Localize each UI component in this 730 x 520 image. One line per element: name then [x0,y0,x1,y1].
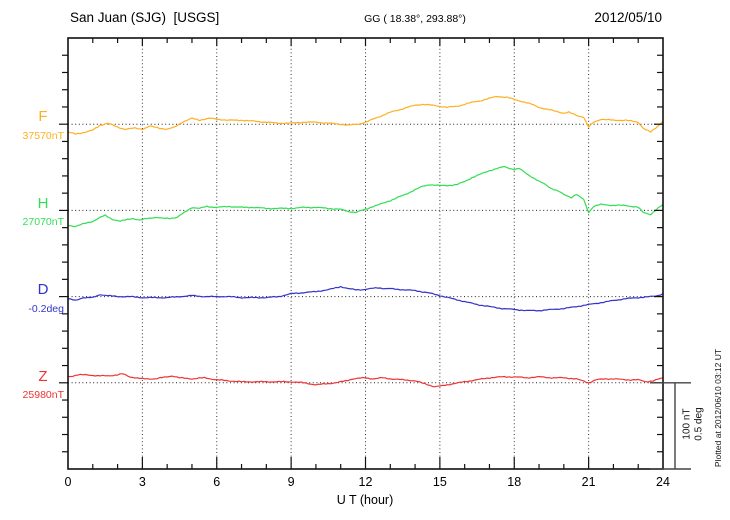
x-tick-label: 15 [432,475,447,489]
channel-f-baseline-value: 37570nT [22,130,64,142]
plot-frame [67,37,664,470]
plot-date: 2012/05/10 [594,10,662,25]
trace-f [67,95,664,135]
channel-h-label: H [37,195,49,212]
plotted-timestamp-note: Plotted at 2012/06/10 03:12 UT [713,348,723,468]
scalebar-label-nt: 100 nT [681,408,693,440]
x-tick-label: 9 [287,475,295,489]
x-tick-label: 6 [213,475,221,489]
channel-z-label: Z [38,368,48,385]
x-tick-label: 24 [656,475,670,489]
x-tick-label: 3 [138,475,146,489]
station-title: San Juan (SJG) [USGS] [70,10,220,25]
trace-z [67,373,664,388]
trace-d [67,286,664,312]
x-tick-label: 21 [581,475,596,489]
x-axis-title: U T (hour) [336,493,394,507]
x-tick-label: 18 [507,475,522,489]
scalebar-label-deg: 0.5 deg [693,407,705,441]
channel-f-label: F [38,108,48,125]
channel-z-baseline-value: 25980nT [22,389,64,401]
channel-d-baseline-value: -0.2deg [28,303,64,315]
x-tick-label: 0 [64,475,72,489]
channel-h-baseline-value: 27070nT [22,216,64,228]
x-tick-label: 12 [358,475,373,489]
trace-h [67,165,664,228]
channel-d-label: D [37,281,49,298]
geographic-coordinates: GG ( 18.38°, 293.88°) [364,13,466,25]
